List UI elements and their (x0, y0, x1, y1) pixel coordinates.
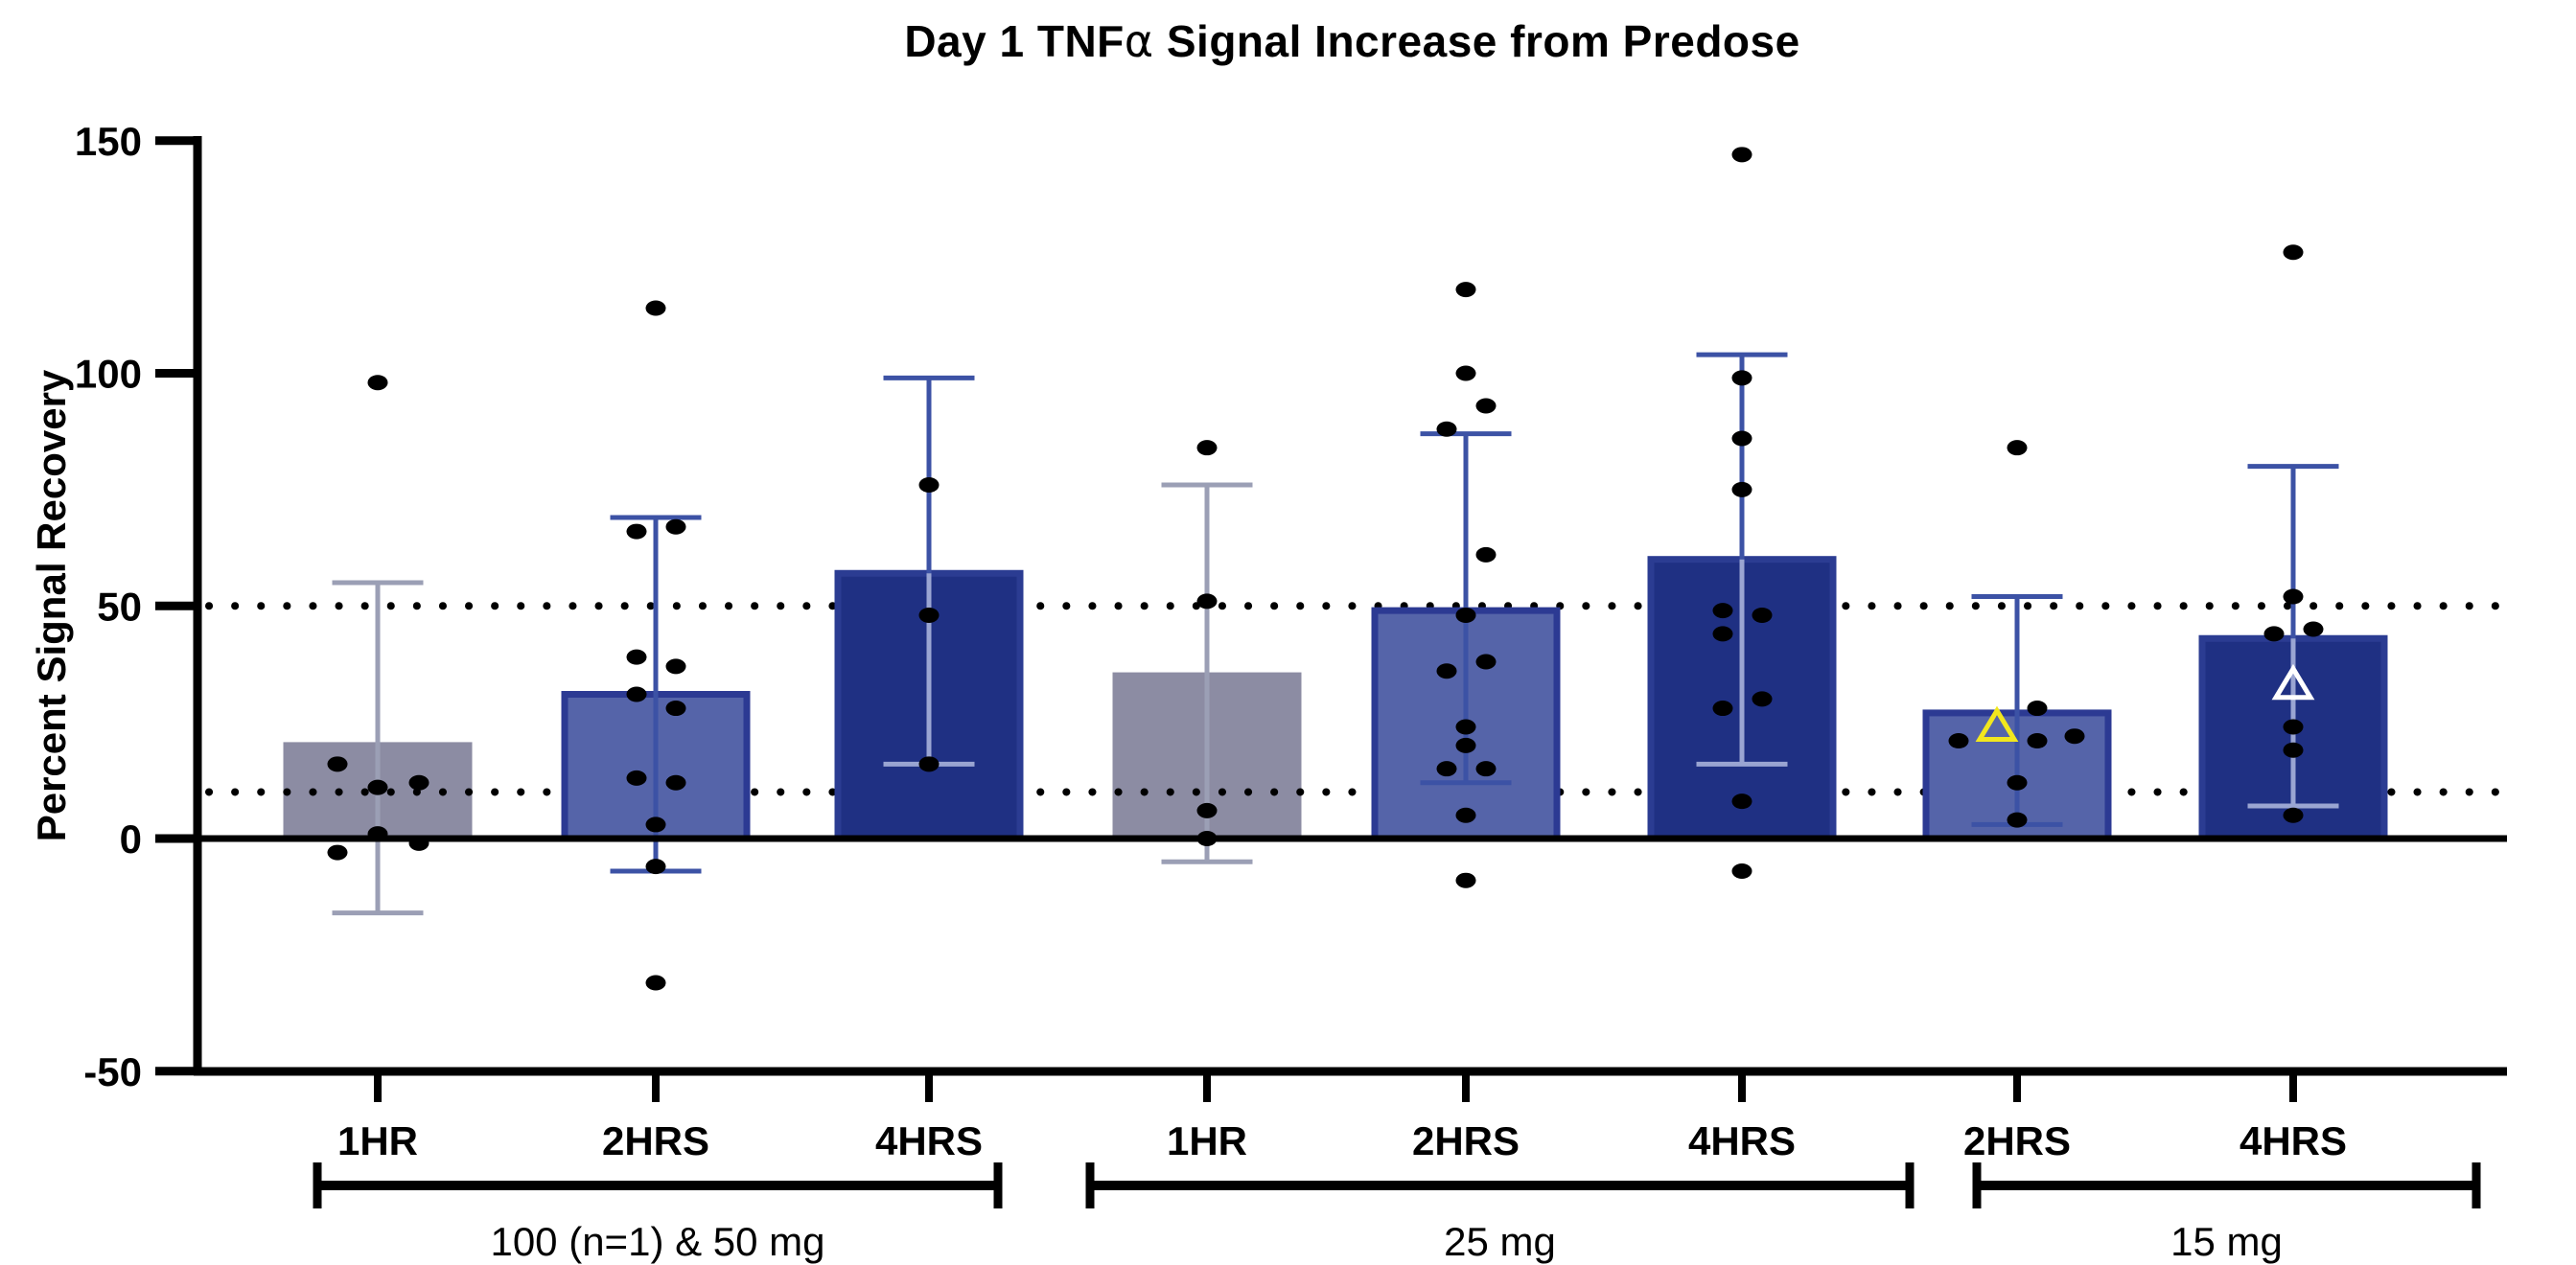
scatter-point (2303, 621, 2324, 637)
scatter-point (1455, 807, 1476, 823)
scatter-point (2283, 588, 2304, 605)
x-tick-label: 2HRS (1963, 1118, 2071, 1163)
scatter-point (1475, 761, 1497, 777)
chart-title: Day 1 TNFα Signal Increase from Predose (197, 15, 2507, 67)
outlier-triangle-yellow (1975, 705, 2019, 742)
scatter-point (1475, 398, 1497, 414)
scatter-point (1455, 607, 1476, 623)
scatter-point (367, 375, 388, 391)
scatter-point (1196, 593, 1218, 610)
scatter-point (1731, 147, 1752, 163)
scatter-point (1948, 733, 1969, 749)
group-dose-label: 25 mg (1444, 1219, 1556, 1264)
scatter-point (2007, 440, 2028, 456)
scatter-point (2263, 626, 2285, 642)
scatter-point (408, 774, 429, 791)
scatter-point (2283, 719, 2304, 735)
y-tick-label: 150 (75, 119, 142, 164)
scatter-point (1455, 365, 1476, 381)
scatter-point (665, 518, 686, 535)
scatter-point (408, 835, 429, 851)
x-tick-label: 2HRS (602, 1118, 709, 1163)
x-tick-label: 4HRS (2239, 1118, 2347, 1163)
scatter-point (1712, 603, 1733, 619)
scatter-point (2027, 733, 2048, 749)
scatter-point (665, 658, 686, 675)
scatter-point (665, 774, 686, 791)
y-tick-label: 0 (120, 816, 142, 862)
scatter-point (1731, 430, 1752, 447)
scatter-point (1731, 862, 1752, 879)
x-tick-label: 4HRS (875, 1118, 983, 1163)
scatter-point (645, 859, 666, 875)
scatter-point (2007, 774, 2028, 791)
scatter-point (1455, 737, 1476, 753)
scatter-point (626, 686, 647, 702)
outlier-triangle-white (2271, 663, 2315, 701)
scatter-point (2007, 812, 2028, 828)
y-tick-label: -50 (83, 1049, 142, 1094)
scatter-point (1436, 663, 1457, 679)
scatter-point (367, 779, 388, 795)
scatter-point (1455, 282, 1476, 298)
scatter-point (327, 756, 348, 772)
scatter-point (645, 816, 666, 833)
y-tick-label: 100 (75, 352, 142, 397)
scatter-point (1752, 691, 1773, 707)
scatter-point (626, 649, 647, 665)
scatter-point (1731, 481, 1752, 497)
scatter-point (1455, 872, 1476, 888)
scatter-point (918, 607, 940, 623)
scatter-point (1436, 761, 1457, 777)
scatter-point (2283, 807, 2304, 823)
scatter-point (1712, 701, 1733, 717)
scatter-point (1455, 719, 1476, 735)
scatter-point (645, 975, 666, 991)
group-dose-label: 100 (n=1) & 50 mg (490, 1219, 824, 1264)
title-text-pre: Day 1 TNF (904, 16, 1125, 66)
scatter-point (2027, 701, 2048, 717)
scatter-point (1712, 626, 1733, 642)
scatter-point (1731, 370, 1752, 386)
scatter-point (1475, 654, 1497, 670)
scatter-point (665, 701, 686, 717)
scatter-point (626, 523, 647, 540)
scatter-point (2283, 244, 2304, 261)
scatter-point (626, 770, 647, 786)
scatter-point (1436, 421, 1457, 437)
scatter-point (645, 300, 666, 316)
scatter-point (1196, 802, 1218, 818)
scatter-point (918, 756, 940, 772)
y-tick-label: 50 (97, 584, 142, 629)
x-tick-label: 2HRS (1412, 1118, 1520, 1163)
x-tick-label: 1HR (337, 1118, 418, 1163)
x-tick-label: 4HRS (1688, 1118, 1796, 1163)
scatter-point (1752, 607, 1773, 623)
title-alpha-symbol: α (1124, 15, 1154, 67)
scatter-point (1475, 546, 1497, 563)
scatter-point (1196, 440, 1218, 456)
scatter-point (2283, 742, 2304, 758)
x-tick-label: 1HR (1167, 1118, 1247, 1163)
scatter-point (918, 477, 940, 494)
scatter-point (1196, 831, 1218, 846)
title-text-post: Signal Increase from Predose (1153, 16, 1800, 66)
scatter-point (1731, 794, 1752, 810)
scatter-point (327, 844, 348, 861)
scatter-point (2064, 728, 2085, 745)
y-axis-label: Percent Signal Recovery (29, 369, 74, 842)
scatter-point (367, 826, 388, 842)
group-dose-label: 15 mg (2170, 1219, 2283, 1264)
